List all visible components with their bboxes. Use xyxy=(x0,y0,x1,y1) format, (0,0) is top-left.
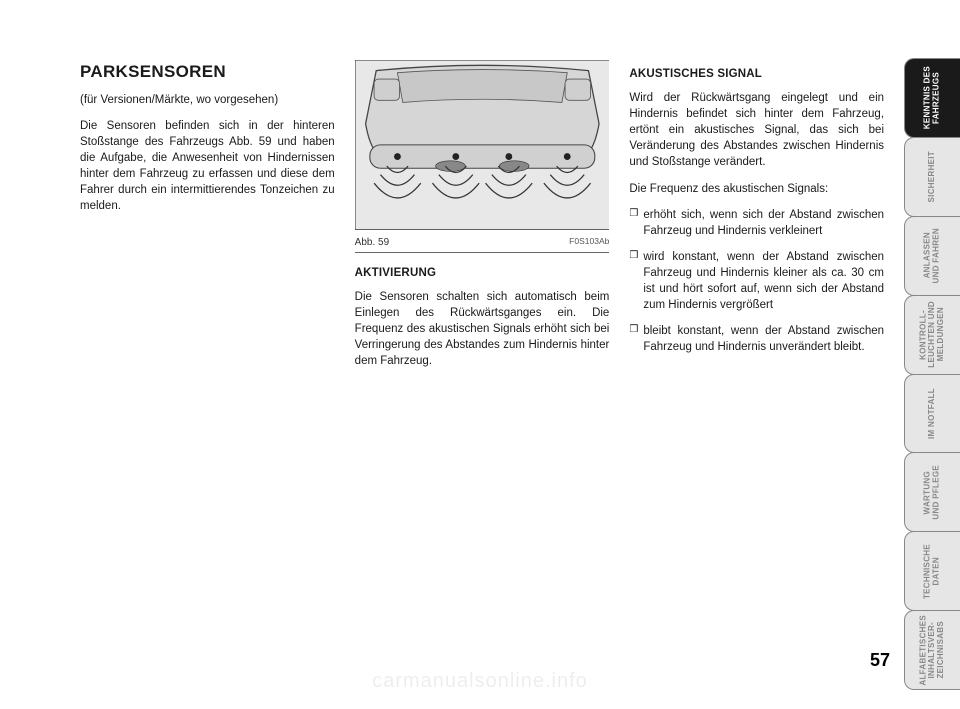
tab-label: TECHNISCHE DATEN xyxy=(924,544,942,599)
heading-aktivierung: AKTIVIERUNG xyxy=(355,265,610,281)
side-tabs: KENNTNIS DES FAHRZEUGS SICHERHEIT ANLASS… xyxy=(904,0,960,709)
tab-label: ANLASSEN UND FAHREN xyxy=(924,228,942,283)
column-1: PARKSENSOREN (für Versionen/Märkte, wo v… xyxy=(80,60,335,689)
page: PARKSENSOREN (für Versionen/Märkte, wo v… xyxy=(0,0,960,709)
heading-parksensoren: PARKSENSOREN xyxy=(80,60,335,84)
col3-paragraph-2: Die Frequenz des akustischen Signals: xyxy=(629,181,884,197)
tab-notfall[interactable]: IM NOTFALL xyxy=(904,374,960,454)
page-number: 57 xyxy=(870,650,890,671)
bullet-1: erhöht sich, wenn sich der Abstand zwi­s… xyxy=(629,207,884,239)
tab-wartung[interactable]: WARTUNG UND PFLEGE xyxy=(904,452,960,532)
tab-label: IM NOTFALL xyxy=(928,388,937,439)
tab-anlassen[interactable]: ANLASSEN UND FAHREN xyxy=(904,216,960,296)
tab-sicherheit[interactable]: SICHERHEIT xyxy=(904,137,960,217)
car-rear-illustration xyxy=(355,60,610,230)
figcaption-code: F0S103Ab xyxy=(569,236,609,250)
tab-inhaltsverzeichnis[interactable]: ALFABETISCHES INHALTSVER- ZEICHNISABS xyxy=(904,610,960,690)
tab-kenntnis[interactable]: KENNTNIS DES FAHRZEUGS xyxy=(904,58,960,138)
figcaption-label: Abb. 59 xyxy=(355,236,389,250)
tab-label: KONTROLL- LEUCHTEN UND MELDUNGEN xyxy=(919,301,945,368)
content-area: PARKSENSOREN (für Versionen/Märkte, wo v… xyxy=(0,0,904,709)
tab-label: ALFABETISCHES INHALTSVER- ZEICHNISABS xyxy=(919,615,945,686)
tab-technische[interactable]: TECHNISCHE DATEN xyxy=(904,531,960,611)
tab-kontrollleuchten[interactable]: KONTROLL- LEUCHTEN UND MELDUNGEN xyxy=(904,295,960,375)
col3-paragraph-1: Wird der Rückwärtsgang eingelegt und ein… xyxy=(629,90,884,170)
column-3: AKUSTISCHES SIGNAL Wird der Rückwärtsgan… xyxy=(629,60,884,689)
column-2: Abb. 59 F0S103Ab AKTIVIERUNG Die Sensore… xyxy=(355,60,610,689)
figure-abb59 xyxy=(355,60,610,230)
bullet-2: wird konstant, wenn der Abstand zwi­sche… xyxy=(629,249,884,313)
subtitle: (für Versionen/Märkte, wo vorgesehen) xyxy=(80,92,335,108)
tab-label: SICHERHEIT xyxy=(928,151,937,202)
bullet-3: bleibt konstant, wenn der Abstand zwi­sc… xyxy=(629,323,884,355)
bullet-list: erhöht sich, wenn sich der Abstand zwi­s… xyxy=(629,207,884,356)
tab-label: KENNTNIS DES FAHRZEUGS xyxy=(924,66,942,129)
col1-paragraph-1: Die Sensoren befinden sich in der hinte­… xyxy=(80,118,335,215)
tab-label: WARTUNG UND PFLEGE xyxy=(924,465,942,520)
heading-akustisches-signal: AKUSTISCHES SIGNAL xyxy=(629,66,884,82)
col2-paragraph-1: Die Sensoren schalten sich automatisch b… xyxy=(355,289,610,369)
figure-caption: Abb. 59 F0S103Ab xyxy=(355,236,610,253)
